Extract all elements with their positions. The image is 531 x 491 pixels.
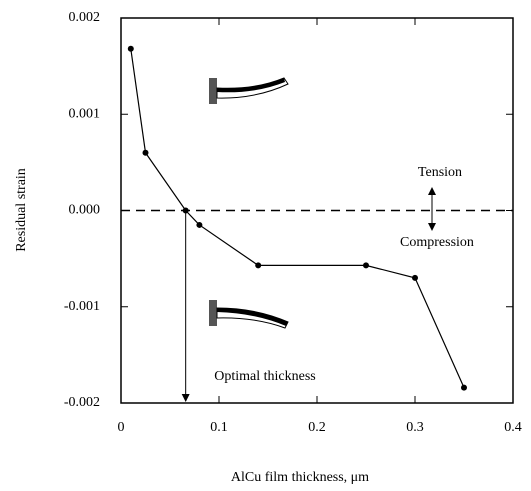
film: [217, 78, 285, 93]
x-tick-label: 0.1: [210, 420, 228, 435]
optimal-label: Optimal thickness: [214, 369, 316, 384]
film: [217, 308, 288, 326]
data-point: [412, 274, 418, 281]
cantilever-down: [209, 300, 289, 329]
data-point: [255, 262, 262, 269]
y-tick-label: -0.001: [64, 299, 100, 314]
tension-label: Tension: [418, 165, 462, 180]
y-tick-label: 0.002: [69, 10, 101, 25]
data-point: [142, 149, 149, 156]
data-point: [127, 45, 134, 52]
data-point: [196, 221, 203, 228]
x-tick-label: 0.4: [504, 420, 522, 435]
clamp: [209, 300, 217, 326]
y-tick-label: -0.002: [64, 395, 100, 410]
x-tick-label: 0: [118, 420, 125, 435]
clamp: [209, 78, 217, 104]
compression-label: Compression: [400, 235, 474, 250]
x-tick-label: 0.3: [406, 420, 424, 435]
y-tick-label: 0.000: [69, 203, 101, 218]
data-line: [130, 48, 465, 388]
x-axis-title: AlCu film thickness, μm: [231, 470, 369, 485]
x-tick-label: 0.2: [308, 420, 326, 435]
data-point: [363, 262, 369, 269]
y-tick-label: 0.001: [69, 106, 101, 121]
cantilever-up: [209, 77, 289, 104]
y-axis-title: Residual strain: [14, 168, 29, 252]
data-point: [461, 384, 467, 391]
